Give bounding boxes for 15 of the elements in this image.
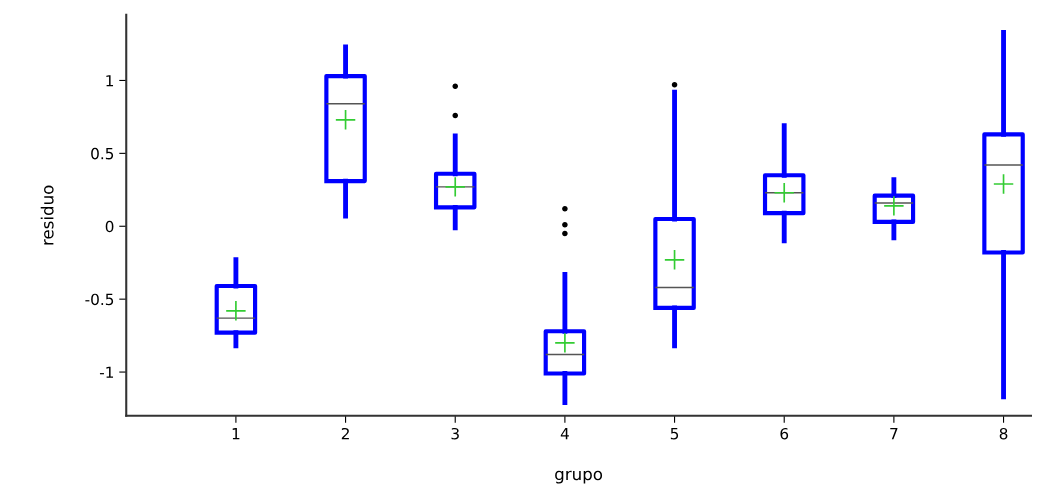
y-tick-label: 0 <box>105 220 114 233</box>
y-tick-label: 1 <box>106 75 114 87</box>
x-tick-label: 2 <box>341 427 349 440</box>
x-tick-label: 5 <box>670 428 679 440</box>
y-tick-label: -0.5 <box>85 293 114 306</box>
x-tick-label: 1 <box>232 428 240 440</box>
y-tick-label: 0.5 <box>91 147 114 160</box>
x-tick-label: 6 <box>780 427 789 440</box>
x-axis-title: grupo <box>555 470 603 484</box>
x-tick-label: 8 <box>999 427 1008 440</box>
y-axis-title: residuo <box>40 185 54 245</box>
x-tick-label: 3 <box>451 427 459 440</box>
x-tick-label: 7 <box>890 428 898 440</box>
y-tick-label: -1 <box>99 366 114 378</box>
x-tick-label: 4 <box>560 428 569 440</box>
